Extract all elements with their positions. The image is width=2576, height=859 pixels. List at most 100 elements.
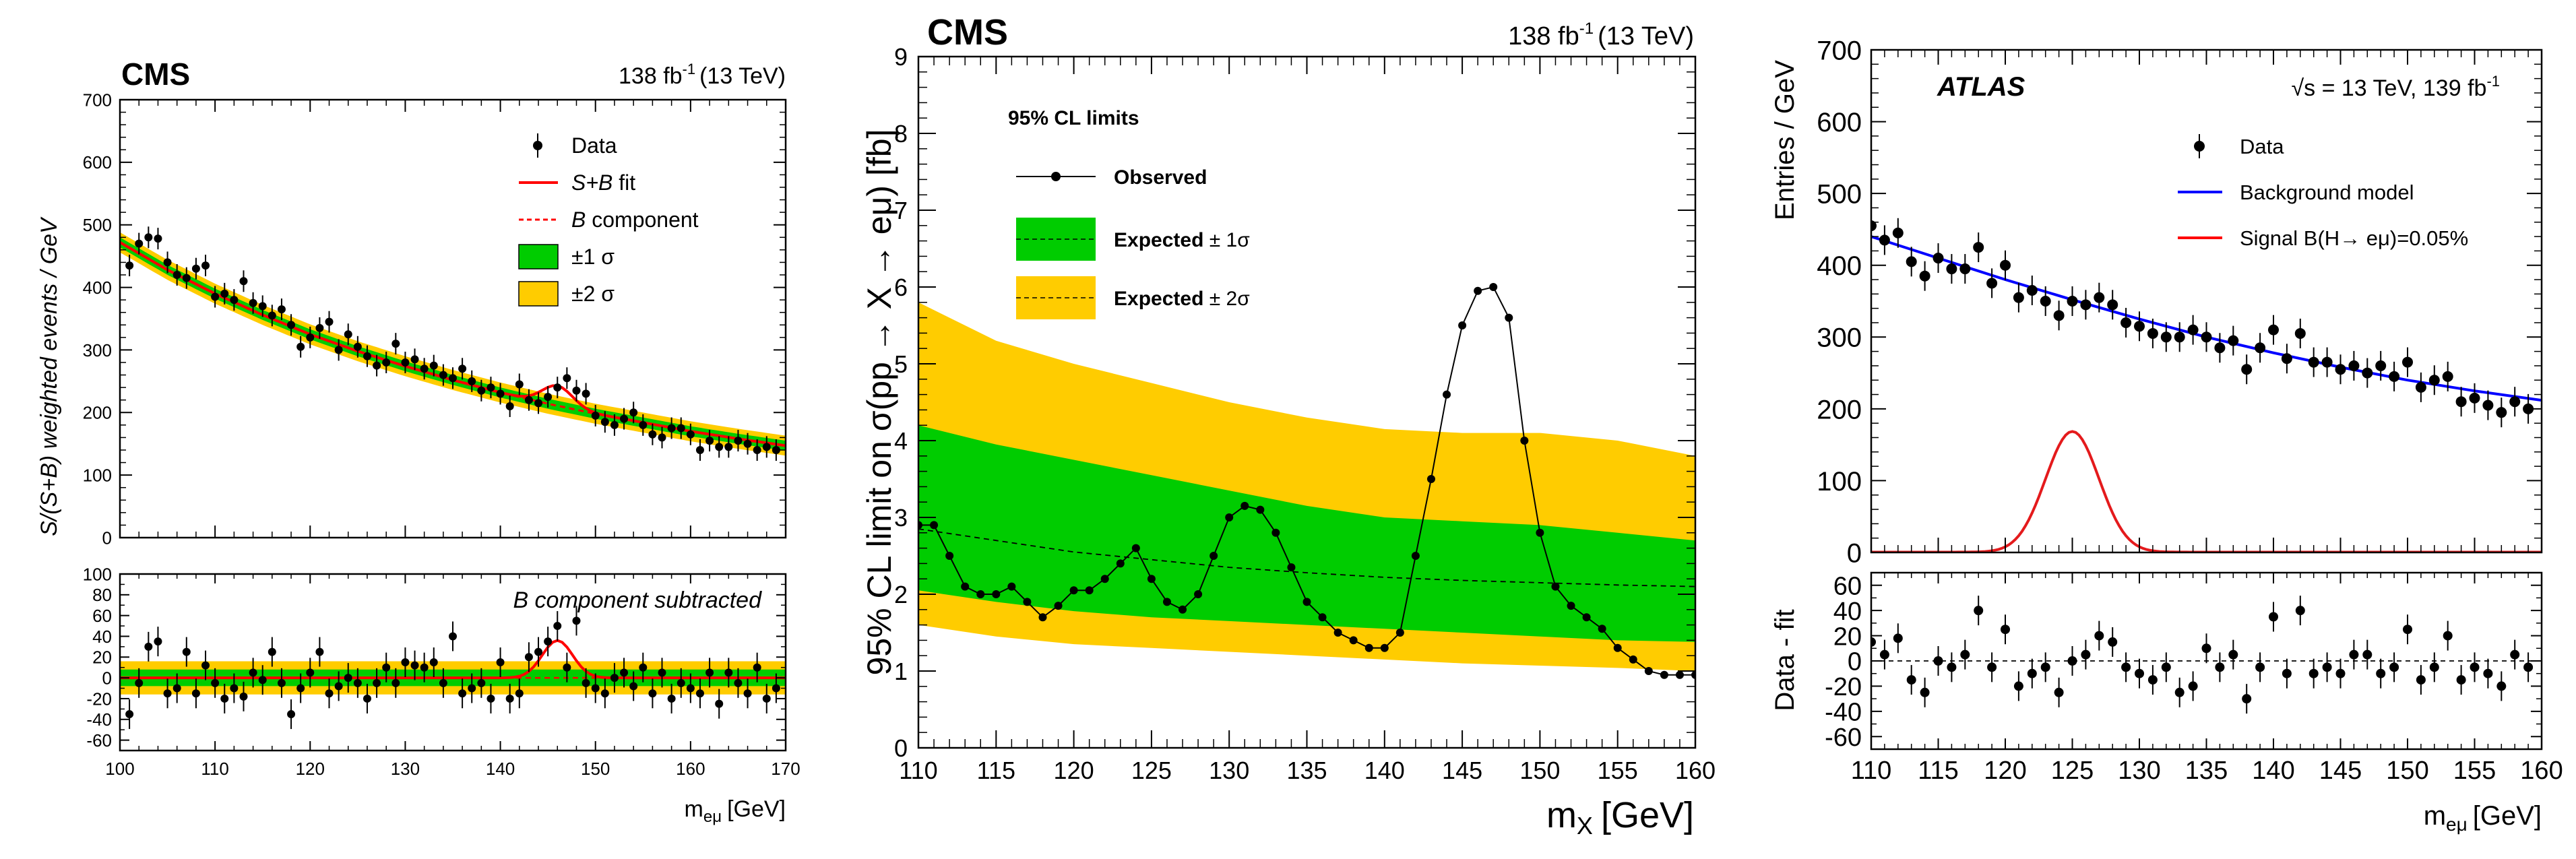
data-point [918,521,922,530]
cms-limits-panel: 110 115 120 125 130 135 140 145 150 155 160 0 1 2 3 4 5 6… [860,12,1716,839]
data-point [572,386,581,395]
x-tick-label: 130 [391,759,420,779]
band-1sigma [918,425,1695,642]
data-point [306,333,315,342]
y-tick-label: 700 [83,90,112,110]
y-tick-label: -20 [1825,673,1862,701]
data-point [2429,662,2439,672]
data-point [582,389,590,398]
data-point [1443,390,1451,399]
x-tick-label: 130 [2118,757,2160,785]
y-tick-label: 2 [894,581,908,608]
data-point [2483,668,2493,678]
data-point [2442,371,2453,382]
data-point [2335,364,2346,375]
data-point [373,678,381,687]
data-point [648,430,657,439]
y-tick-label: 0 [102,528,112,548]
y-tick-label: 5 [894,350,908,378]
y-tick-label: 60 [1833,572,1862,600]
data-point [2255,662,2265,672]
data-point [410,661,419,670]
data-point [2108,637,2118,647]
x-tick-label: 130 [1209,757,1249,784]
data-point [945,552,954,560]
data-point [2482,400,2494,411]
data-point [2135,668,2144,678]
data-point [2308,668,2319,678]
data-point [600,689,609,698]
data-point [2510,649,2520,660]
data-point [191,689,200,698]
data-point [1536,528,1544,537]
data-point [1987,662,1997,672]
data-point [639,663,648,672]
data-point [515,380,524,389]
data-point [724,668,733,677]
y-tick-label: 3 [894,504,908,532]
data-point [1879,649,1889,660]
data-point [334,346,343,354]
data-point [1919,270,1930,282]
data-point [1660,670,1668,679]
data-point [211,678,220,687]
data-point [1973,242,1984,253]
data-point [344,674,352,682]
data-point [620,668,629,677]
data-point [1959,263,1971,275]
signal-line [1871,430,2542,552]
data-point [2282,668,2292,678]
x-tick-label: 140 [486,759,515,779]
data-point [544,637,553,646]
data-point [1933,656,1943,666]
data-point [1906,256,1917,267]
legend-band-box [518,244,559,269]
y-tick-label: -60 [86,730,112,751]
data-point [1551,582,1560,591]
data-point [268,311,276,320]
data-point [553,383,562,392]
data-point [449,374,457,383]
y-tick-label: 500 [83,215,112,235]
data-point [211,292,220,301]
data-point [1364,643,1373,652]
data-point [1986,278,1998,289]
data-point [1411,552,1420,560]
data-point [1489,283,1498,291]
x-tick-label: 120 [1054,757,1094,784]
data-point [1395,629,1404,637]
data-point [496,389,505,398]
data-point [1179,605,1187,614]
data-point [2443,631,2453,641]
data-point [743,689,752,698]
atlas-top-plot: 0 100 200 300 400 500 600 700 ATLAS √s = 13 TeV… [1770,36,2543,568]
background-model-line [1871,235,2542,402]
data-point [686,684,695,693]
x-tick-label: 160 [1675,757,1716,784]
data-point [2415,381,2426,393]
data-point [1582,613,1591,622]
legend-label: Data [2240,135,2284,158]
data-point [2376,668,2386,678]
data-point [2389,371,2400,382]
x-tick-label: 150 [2386,757,2428,785]
y-tick-label: 400 [1817,251,1862,281]
legend-band-box [518,281,559,307]
data-point [220,694,229,703]
sb-fit-line [120,241,786,447]
y-tick-label: 100 [83,564,112,584]
data-point [610,674,619,682]
data-point [410,355,419,364]
data-point [705,437,714,445]
data-point [2053,310,2065,321]
data-point [2094,292,2105,303]
data-point [2001,625,2010,635]
data-point [163,258,172,267]
data-point [695,689,704,698]
legend-label: Expected ± 2σ [1114,288,1250,310]
data-point [1271,528,1280,537]
data-point [458,364,467,373]
x-tick-label: 135 [2185,757,2228,785]
